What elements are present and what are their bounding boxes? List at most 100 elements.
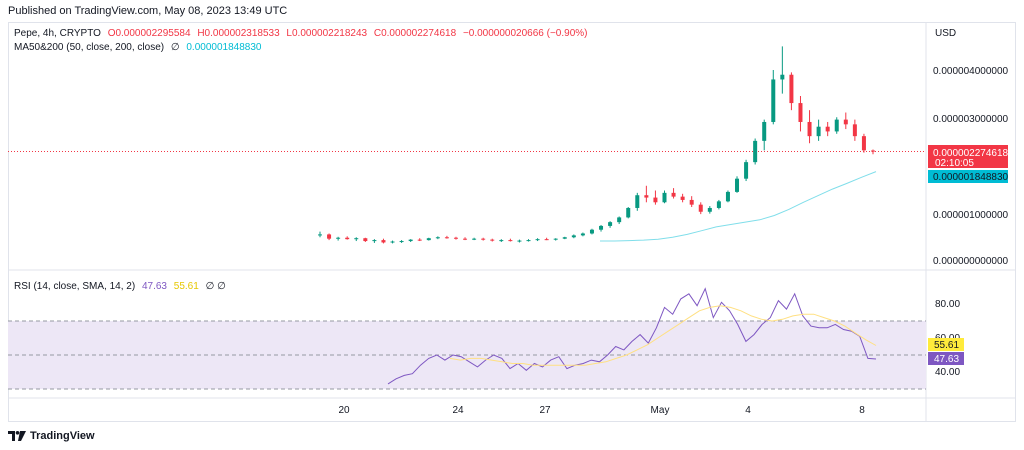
candle-body: [526, 240, 531, 242]
candle-body: [463, 238, 468, 240]
candle-body: [680, 196, 685, 200]
candle-body: [417, 239, 422, 241]
rsi-visibility-icons[interactable]: ∅ ∅: [205, 281, 226, 292]
chart-frame: [8, 22, 1016, 422]
eye-off-icon[interactable]: ∅: [170, 42, 180, 53]
rsi-sma-tag-value: 55.61: [934, 340, 959, 351]
rsi-legend: RSI (14, close, SMA, 14, 2) 47.63 55.61 …: [14, 281, 230, 292]
candle-body: [562, 237, 567, 239]
ma-line[interactable]: [600, 171, 877, 242]
rsi-sma-tag: [928, 338, 964, 351]
change-value: −0.000000020666 (−0.90%): [462, 28, 588, 39]
ma-legend: MA50&200 (50, close, 200, close) ∅ 0.000…: [14, 42, 265, 53]
time-tick: 27: [539, 405, 551, 416]
candle-body: [390, 241, 395, 243]
candle-body: [372, 240, 377, 242]
ma-price-tag: [928, 170, 1008, 183]
candle-body: [481, 238, 486, 240]
candle-body: [508, 240, 513, 242]
candle-body: [635, 195, 640, 208]
time-tick: May: [651, 405, 670, 416]
candle-body: [408, 239, 413, 242]
rsi-line[interactable]: [387, 287, 877, 385]
candlestick-series[interactable]: [318, 46, 875, 244]
countdown: 02:10:05: [935, 158, 974, 169]
candle-body: [444, 237, 449, 239]
close-value: C0.000002274618: [373, 28, 457, 39]
candle-body: [626, 207, 631, 218]
candle-body: [318, 234, 322, 236]
candle-body: [435, 237, 440, 239]
candle-body: [861, 136, 866, 151]
price-tick: 0.000001000000: [933, 210, 1009, 221]
time-tick: 20: [338, 405, 350, 416]
price-legend: Pepe, 4h, CRYPTO O0.000002295584 H0.0000…: [14, 28, 592, 39]
price-tick: 0.000000000000: [933, 256, 1009, 267]
rsi-sma-value: 55.61: [173, 281, 199, 292]
candle-body: [453, 237, 458, 239]
candle-body: [354, 238, 359, 240]
candle-body: [399, 241, 404, 243]
candle-body: [852, 124, 857, 137]
candle-body: [589, 229, 594, 234]
ma-label[interactable]: MA50&200 (50, close, 200, close): [14, 42, 165, 53]
tradingview-logo[interactable]: TradingView: [8, 430, 95, 442]
candle-body: [499, 240, 504, 242]
candle-body: [871, 150, 875, 152]
candle-body: [798, 103, 803, 122]
candle-body: [327, 234, 332, 239]
time-tick: 8: [859, 405, 865, 416]
candle-body: [363, 238, 368, 242]
candle-body: [771, 79, 776, 122]
candle-body: [725, 191, 730, 202]
rsi-tag-value: 47.63: [934, 354, 959, 365]
candle-body: [698, 204, 703, 212]
last-price-value: 0.000002274618: [933, 148, 1009, 159]
last-price-tag: [928, 145, 1008, 168]
published-note: Published on TradingView.com, May 08, 20…: [8, 5, 288, 17]
currency-label[interactable]: USD: [935, 28, 956, 39]
candle-body: [789, 74, 794, 104]
candle-body: [517, 240, 522, 242]
candle-body: [644, 195, 649, 198]
candle-body: [843, 119, 848, 125]
candle-body: [825, 126, 830, 132]
candle-body: [472, 238, 477, 240]
candle-body: [671, 192, 676, 197]
candle-body: [753, 140, 758, 163]
candle-body: [381, 240, 386, 243]
rsi-tag: [928, 352, 964, 365]
candle-body: [744, 162, 749, 179]
rsi-value: 47.63: [141, 281, 167, 292]
rsi-sma-line[interactable]: [449, 305, 877, 366]
candle-body: [580, 233, 585, 236]
time-tick: 4: [745, 405, 751, 416]
candle-body: [662, 192, 667, 203]
candle-body: [762, 121, 767, 141]
rsi-tick: 40.00: [935, 367, 960, 378]
rsi-tick: 80.00: [935, 299, 960, 310]
candle-body: [553, 238, 558, 240]
candle-body: [716, 201, 721, 208]
open-value: O0.000002295584: [107, 28, 191, 39]
candle-body: [490, 239, 495, 241]
time-tick: 24: [452, 405, 464, 416]
candle-body: [345, 237, 350, 240]
candle-body: [707, 207, 712, 212]
price-tick: 0.000004000000: [933, 66, 1009, 77]
candle-body: [653, 197, 658, 203]
candle-body: [544, 239, 549, 241]
ma-price-value: 0.000001848830: [933, 172, 1009, 183]
symbol-label[interactable]: Pepe, 4h, CRYPTO: [14, 28, 101, 39]
rsi-label[interactable]: RSI (14, close, SMA, 14, 2): [14, 281, 136, 292]
candle-body: [599, 225, 604, 230]
ma-value: 0.000001848830: [186, 42, 262, 53]
candle-body: [535, 239, 540, 241]
low-value: L0.000002218243: [286, 28, 368, 39]
tradingview-logo-icon: [8, 431, 26, 441]
candle-body: [571, 235, 576, 238]
candle-body: [689, 199, 694, 205]
candle-body: [336, 237, 341, 239]
candle-body: [834, 119, 839, 132]
